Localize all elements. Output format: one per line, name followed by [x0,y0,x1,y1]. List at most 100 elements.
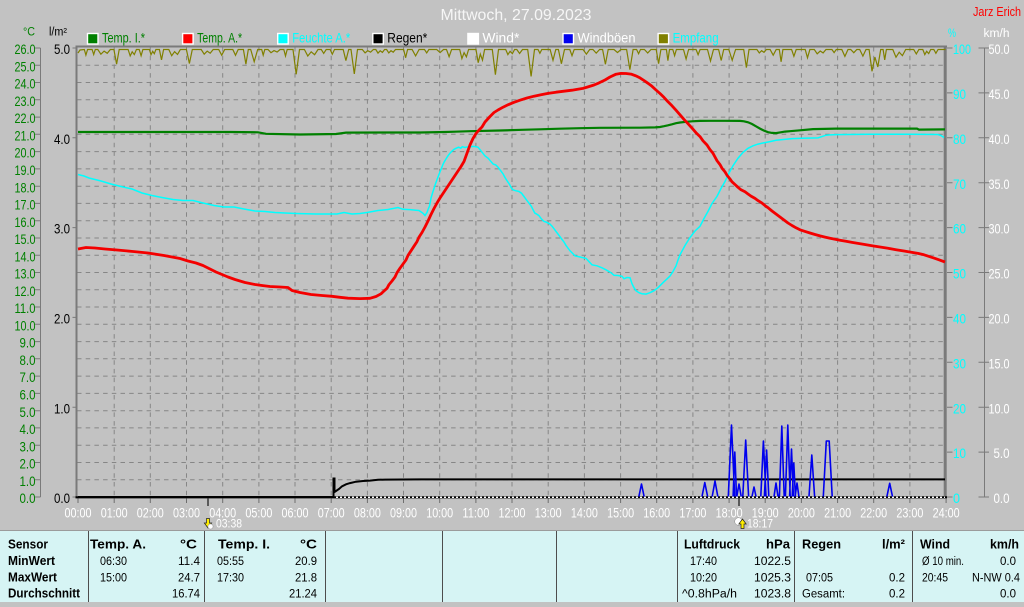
svg-text:0.0: 0.0 [20,490,36,506]
svg-text:40.0: 40.0 [989,131,1010,147]
svg-text:14:00: 14:00 [571,505,598,521]
svg-text:45.0: 45.0 [989,86,1010,102]
svg-text:0.0: 0.0 [994,490,1010,506]
svg-text:21.0: 21.0 [15,127,36,143]
svg-text:^0.8hPa/h: ^0.8hPa/h [682,589,737,601]
svg-text:24.7: 24.7 [178,573,200,585]
svg-text:25.0: 25.0 [989,266,1010,282]
svg-text:%: % [948,28,956,40]
svg-text:Wind*: Wind* [482,31,520,46]
svg-text:5.0: 5.0 [20,404,36,420]
svg-text:12.0: 12.0 [15,283,36,299]
svg-text:30.0: 30.0 [989,221,1010,237]
svg-text:03:38: 03:38 [216,519,242,531]
svg-text:0.2: 0.2 [889,589,905,601]
svg-text:0.0: 0.0 [1000,589,1016,601]
svg-text:°C: °C [180,538,197,552]
svg-text:10: 10 [953,445,966,461]
svg-text:3.0: 3.0 [20,438,36,454]
svg-text:35.0: 35.0 [989,176,1010,192]
svg-text:1025.3: 1025.3 [754,573,791,585]
svg-text:20: 20 [953,400,966,416]
svg-text:70: 70 [953,176,966,192]
svg-text:1023.8: 1023.8 [754,589,791,601]
svg-text:0.2: 0.2 [889,573,905,585]
svg-text:°C: °C [23,27,35,39]
svg-text:km/h: km/h [990,538,1019,552]
svg-text:30: 30 [953,355,966,371]
svg-text:l/m²: l/m² [882,538,905,552]
svg-text:50.0: 50.0 [989,41,1010,57]
svg-text:km/h: km/h [984,28,1010,40]
svg-text:MinWert: MinWert [8,554,56,568]
svg-text:9.0: 9.0 [20,335,36,351]
svg-text:17:30: 17:30 [217,573,244,585]
svg-text:18.0: 18.0 [15,179,36,195]
svg-text:Luftdruck: Luftdruck [684,538,740,552]
svg-text:4.0: 4.0 [20,421,36,437]
svg-text:04:00: 04:00 [209,505,236,521]
svg-text:Ø 10 min.: Ø 10 min. [922,556,964,568]
svg-text:2.0: 2.0 [20,456,36,472]
svg-text:Temp. I.: Temp. I. [218,538,270,552]
svg-text:06:30: 06:30 [100,556,127,568]
svg-text:8.0: 8.0 [20,352,36,368]
svg-text:23:00: 23:00 [896,505,923,521]
svg-text:25.0: 25.0 [15,58,36,74]
svg-text:14.0: 14.0 [15,248,36,264]
svg-text:0.0: 0.0 [1000,556,1016,568]
svg-text:°C: °C [300,538,317,552]
svg-text:15:00: 15:00 [100,573,127,585]
svg-text:Durchschnitt: Durchschnitt [8,587,81,601]
svg-text:2.0: 2.0 [54,311,70,327]
svg-text:05:55: 05:55 [217,556,244,568]
svg-text:15.0: 15.0 [989,355,1010,371]
svg-text:0: 0 [953,490,960,506]
svg-text:10.0: 10.0 [989,400,1010,416]
svg-text:Sensor: Sensor [8,538,48,552]
svg-text:19:00: 19:00 [752,505,779,521]
svg-text:5.0: 5.0 [994,445,1010,461]
svg-text:21.24: 21.24 [289,589,318,601]
svg-text:hPa: hPa [766,538,791,552]
svg-text:23.0: 23.0 [15,93,36,109]
svg-text:08:00: 08:00 [354,505,381,521]
svg-text:15:00: 15:00 [607,505,634,521]
svg-text:12:00: 12:00 [499,505,526,521]
svg-text:17.0: 17.0 [15,197,36,213]
svg-text:80: 80 [953,131,966,147]
svg-text:Temp. I.*: Temp. I.* [102,31,146,46]
svg-text:20.0: 20.0 [15,145,36,161]
svg-text:Empfang: Empfang [673,31,719,46]
svg-text:4.0: 4.0 [54,131,70,147]
svg-text:21:00: 21:00 [824,505,851,521]
svg-text:11.4: 11.4 [178,556,201,568]
svg-text:90: 90 [953,86,966,102]
svg-text:22:00: 22:00 [860,505,887,521]
svg-text:1022.5: 1022.5 [754,556,791,568]
svg-text:Feuchte A.*: Feuchte A.* [292,31,351,46]
svg-text:6.0: 6.0 [20,387,36,403]
svg-text:10:00: 10:00 [426,505,453,521]
svg-text:16.74: 16.74 [172,589,201,601]
svg-text:11.0: 11.0 [15,300,36,316]
svg-text:17:40: 17:40 [690,556,717,568]
svg-text:26.0: 26.0 [15,41,36,57]
svg-text:20.0: 20.0 [989,311,1010,327]
svg-text:Wind: Wind [920,538,950,552]
svg-text:Gesamt:: Gesamt: [802,589,845,601]
svg-text:1.0: 1.0 [54,400,70,416]
svg-text:11:00: 11:00 [462,505,489,521]
svg-text:N-NW 0.4: N-NW 0.4 [972,573,1021,585]
svg-text:20:45: 20:45 [922,573,948,585]
svg-text:16.0: 16.0 [15,214,36,230]
svg-text:18:00: 18:00 [716,505,743,521]
svg-text:13.0: 13.0 [15,266,36,282]
svg-text:20:00: 20:00 [788,505,815,521]
svg-text:Regen: Regen [802,538,841,552]
svg-text:20.9: 20.9 [295,556,317,568]
svg-text:Temp. A.*: Temp. A.* [197,31,243,46]
svg-text:19.0: 19.0 [15,162,36,178]
svg-text:07:00: 07:00 [318,505,345,521]
svg-text:24.0: 24.0 [15,76,36,92]
